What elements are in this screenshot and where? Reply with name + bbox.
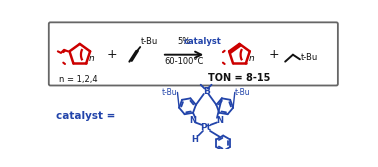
Text: +: + bbox=[106, 48, 117, 61]
Text: t-Bu: t-Bu bbox=[141, 37, 158, 46]
Text: N: N bbox=[189, 116, 197, 125]
Text: +: + bbox=[269, 48, 280, 61]
Text: n = 1,2,4: n = 1,2,4 bbox=[59, 75, 98, 84]
Text: t-Bu: t-Bu bbox=[301, 53, 318, 62]
Text: t-Bu: t-Bu bbox=[235, 88, 250, 97]
Text: TON = 8-15: TON = 8-15 bbox=[208, 73, 271, 83]
Text: n: n bbox=[249, 54, 254, 63]
Text: t-Bu: t-Bu bbox=[162, 88, 177, 97]
Text: Pt: Pt bbox=[201, 123, 212, 132]
Text: catalyst: catalyst bbox=[184, 37, 222, 46]
Text: H: H bbox=[191, 135, 198, 144]
Text: catalyst =: catalyst = bbox=[56, 111, 116, 121]
FancyBboxPatch shape bbox=[49, 22, 338, 86]
Text: 5%: 5% bbox=[177, 37, 191, 46]
Text: N: N bbox=[216, 116, 223, 125]
Text: B: B bbox=[203, 87, 209, 96]
Text: 60-100°C: 60-100°C bbox=[164, 57, 203, 66]
Text: n: n bbox=[89, 54, 95, 63]
